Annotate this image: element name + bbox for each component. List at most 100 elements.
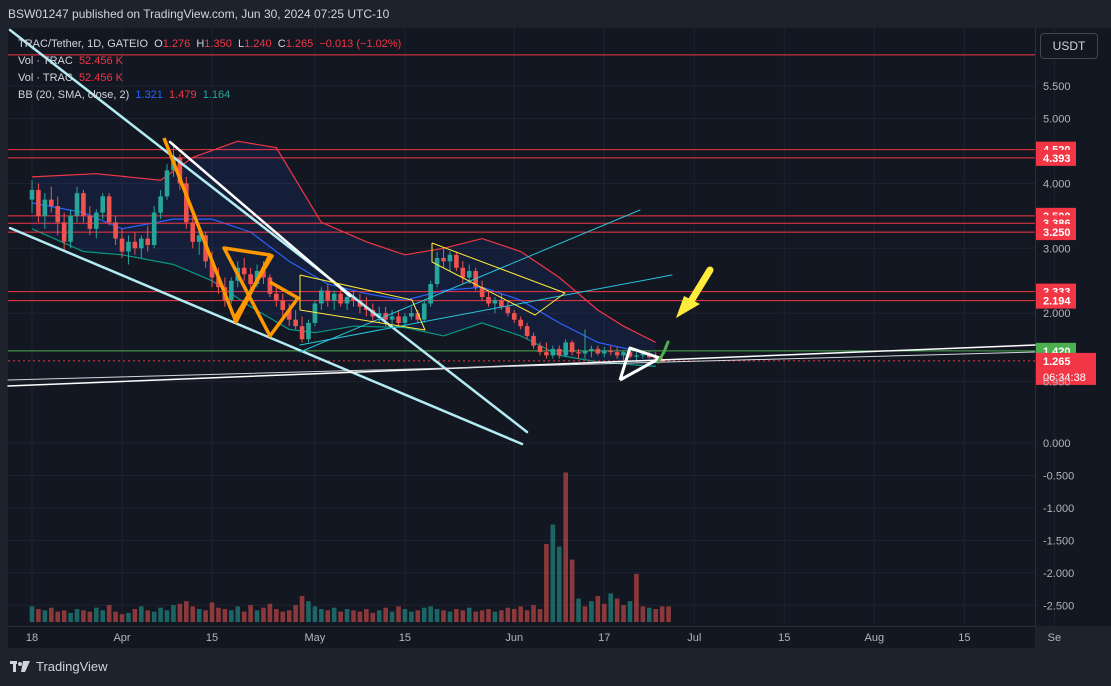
level-label: 4.393	[1043, 153, 1071, 165]
volume-bar	[319, 609, 324, 622]
candle-body	[216, 277, 221, 288]
volume-bar	[576, 598, 581, 622]
tradingview-logo-icon	[10, 660, 30, 672]
volume-bar	[402, 609, 408, 622]
volume-bar	[466, 607, 472, 622]
volume-bar	[627, 601, 633, 622]
candle-body	[286, 309, 292, 320]
bollinger-bands	[31, 140, 656, 367]
volume-bar	[524, 610, 530, 622]
candle-body	[634, 355, 639, 357]
currency-button[interactable]: USDT	[1040, 33, 1098, 59]
volume-bar	[81, 610, 86, 622]
volume-bar	[357, 611, 363, 622]
volume-bar	[589, 601, 594, 622]
volume-bar	[621, 605, 626, 622]
symbol-label[interactable]: TRAC/Tether, 1D, GATEIO	[18, 38, 148, 50]
time-axis[interactable]	[8, 626, 1035, 648]
candle-body	[428, 283, 433, 304]
volume-bar	[293, 605, 298, 622]
x-tick-label: 17	[598, 632, 610, 644]
candle-body	[319, 290, 324, 304]
volume-bar	[254, 610, 260, 622]
chart-legend: TRAC/Tether, 1D, GATEIO O1.276 H1.350 L1…	[18, 36, 401, 104]
high-value: 1.350	[204, 38, 232, 50]
volume-bar	[531, 605, 536, 622]
channel-line-2	[299, 274, 673, 346]
candle-body	[544, 352, 549, 356]
last-price-label-bg	[1036, 352, 1096, 385]
countdown-label: 06:34:38	[1043, 372, 1086, 384]
volume-bar	[454, 609, 459, 622]
volume-bar	[415, 610, 421, 622]
candle-body	[55, 206, 61, 223]
volume-bar	[499, 610, 504, 622]
volume-bar	[518, 606, 523, 622]
candle-body	[531, 335, 536, 346]
candle-body	[68, 215, 73, 242]
candle-body	[267, 277, 273, 294]
volume-bar	[569, 559, 575, 622]
candle-body	[94, 212, 99, 229]
candle-body	[299, 326, 305, 340]
legend-volume-2: Vol · TRAC 52.456 K	[18, 72, 123, 84]
volume-bar	[614, 598, 620, 622]
candle-body	[537, 345, 543, 353]
volume-bar	[460, 610, 466, 622]
volume-bar	[473, 611, 478, 622]
candle-body	[621, 352, 626, 356]
candle-body	[344, 296, 350, 304]
candle-body	[274, 293, 279, 301]
volume-bar	[196, 609, 202, 622]
volume-bar	[383, 607, 388, 622]
volume-bar	[364, 609, 369, 622]
candle-body	[518, 319, 523, 327]
volume-bar	[370, 612, 376, 622]
x-tick-label: Jul	[687, 632, 701, 644]
candle-body	[409, 313, 414, 317]
volume-bar	[42, 610, 48, 622]
x-tick-label: 18	[26, 632, 38, 644]
volume-bar	[409, 611, 414, 622]
legend-bollinger: BB (20, SMA, close, 2) 1.321 1.479 1.164	[18, 89, 231, 101]
volume-bar	[190, 606, 196, 622]
candle-body	[145, 238, 151, 246]
volume-bar	[389, 611, 395, 622]
volume-bar	[55, 611, 61, 622]
volume-bar	[634, 573, 639, 622]
volume-bar	[87, 611, 93, 622]
x-tick-label: May	[305, 632, 326, 644]
volume-bar	[274, 609, 279, 622]
candle-body	[36, 189, 41, 216]
close-value: 1.265	[285, 38, 314, 50]
candle-body	[184, 183, 189, 223]
volume-bar	[164, 610, 170, 622]
chart-area[interactable]	[8, 28, 1035, 626]
trend-drawings	[7, 28, 1036, 446]
candle-body	[81, 193, 86, 216]
candle-body	[42, 199, 48, 216]
price-axis[interactable]	[1035, 28, 1111, 626]
y-tick-label: 5.000	[1043, 114, 1071, 126]
volume-bar	[203, 610, 208, 622]
legend-volume-1: Vol · TRAC 52.456 K	[18, 55, 123, 67]
wedge-upper-line	[8, 28, 529, 434]
volume-bar	[421, 607, 427, 622]
x-tick-label: 15	[206, 632, 218, 644]
volume-bar	[428, 606, 433, 622]
wedge-lower-line	[8, 226, 524, 446]
candle-body	[325, 290, 331, 301]
volume-bar	[280, 611, 286, 622]
volume-bar	[595, 596, 601, 622]
candle-body	[524, 326, 530, 336]
candle-body	[209, 261, 215, 278]
candle-body	[61, 222, 67, 242]
volume-bar	[331, 607, 337, 622]
candle-body	[466, 271, 472, 278]
candle-body	[106, 196, 112, 223]
volume-bar	[113, 611, 118, 622]
tradingview-logo[interactable]: TradingView	[10, 659, 108, 674]
volume-bar	[396, 606, 401, 622]
x-tick-label: 15	[778, 632, 790, 644]
